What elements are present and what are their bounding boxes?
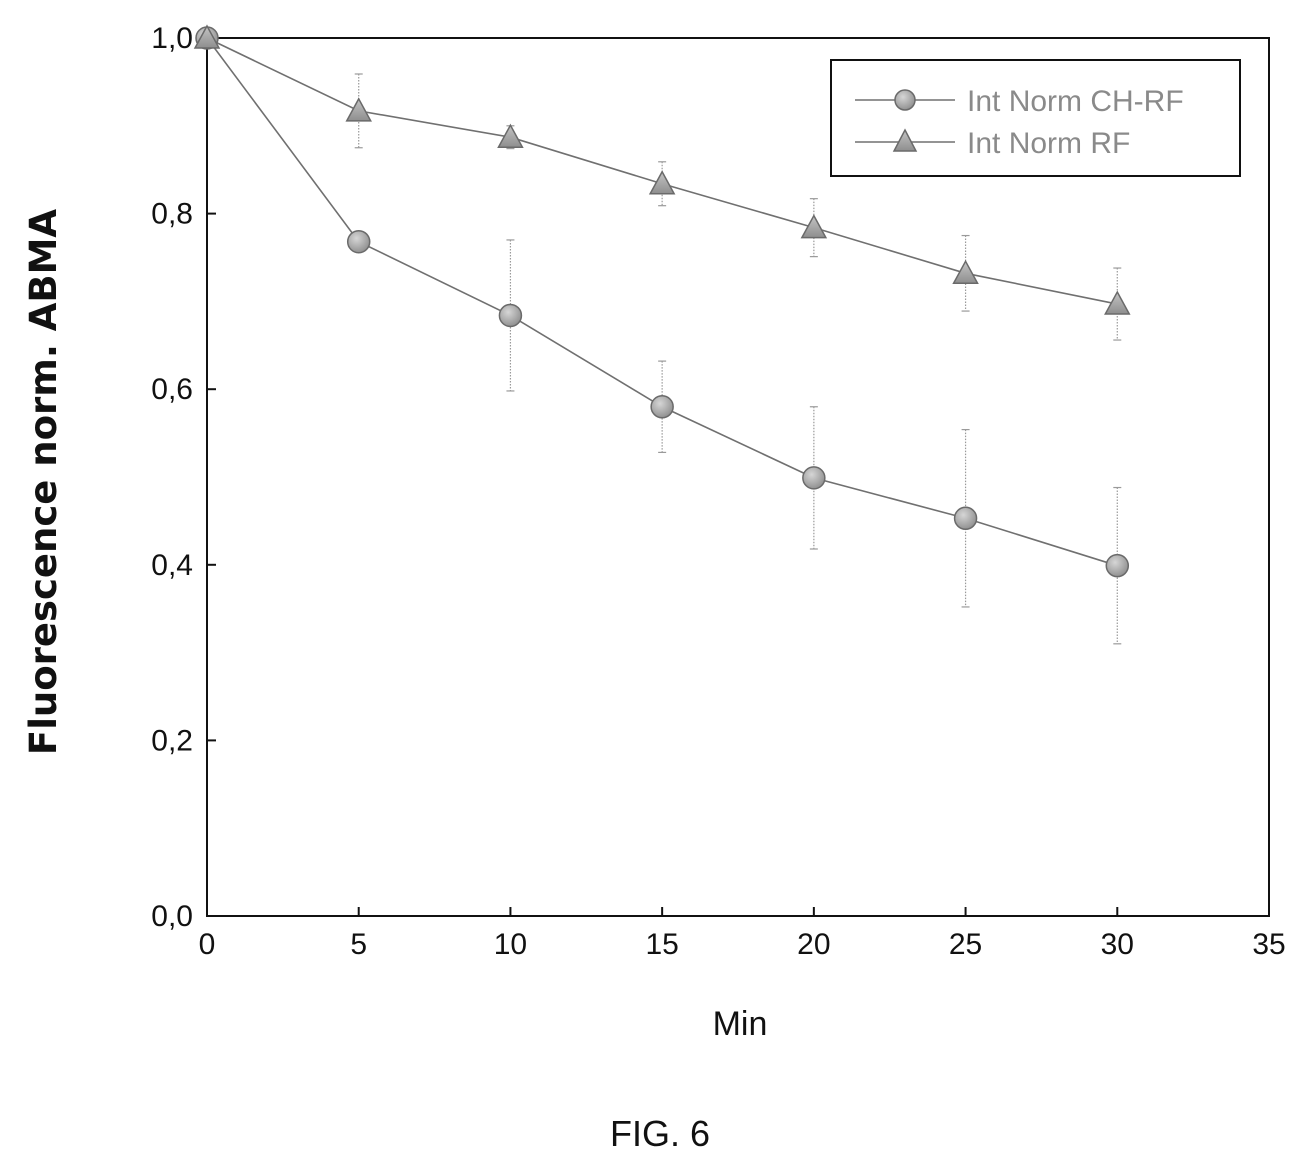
y-tick-label: 0,2 <box>151 724 193 757</box>
data-point-rf <box>800 214 828 239</box>
data-point-rf <box>1104 290 1131 315</box>
data-point-ch-rf <box>953 506 978 531</box>
x-tick-label: 0 <box>199 928 216 961</box>
x-axis-label: Min <box>713 1005 768 1043</box>
x-tick-label: 20 <box>797 928 830 961</box>
data-point-ch-rf <box>346 229 371 254</box>
x-tick-label: 25 <box>949 928 982 961</box>
legend-marker-triangle <box>892 128 918 152</box>
y-tick-label: 0,4 <box>151 549 193 582</box>
legend: Int Norm CH-RF Int Norm RF <box>830 59 1241 177</box>
legend-label-rf: Int Norm RF <box>967 127 1130 160</box>
data-point-rf <box>497 123 524 148</box>
data-point-rf <box>648 170 676 195</box>
data-point-ch-rf <box>650 395 674 419</box>
x-tick-label: 10 <box>494 928 527 961</box>
y-axis-label: Fluorescence norm. ABMA <box>22 209 65 756</box>
x-tick-label: 30 <box>1101 928 1134 961</box>
series-markers <box>193 24 1131 578</box>
data-point-ch-rf <box>802 466 826 490</box>
legend-label-ch-rf: Int Norm CH-RF <box>967 85 1184 118</box>
data-point-ch-rf <box>1105 553 1130 578</box>
y-tick-label: 1,0 <box>151 22 193 55</box>
x-tick-label: 5 <box>350 928 367 961</box>
x-axis-ticks: 0 5 10 15 20 25 30 35 <box>199 907 1286 961</box>
y-tick-label: 0,6 <box>151 373 193 406</box>
figure-caption: FIG. 6 <box>610 1113 710 1154</box>
y-axis-ticks: 0,0 0,2 0,4 0,6 0,8 1,0 <box>151 22 216 933</box>
data-point-ch-rf <box>498 303 523 328</box>
data-point-rf <box>952 259 979 285</box>
legend-box <box>830 59 1241 177</box>
legend-marker-circle <box>894 89 916 111</box>
x-tick-label: 35 <box>1252 928 1285 961</box>
x-tick-label: 15 <box>645 928 678 961</box>
plot-frame <box>206 37 1270 917</box>
data-point-rf <box>193 24 221 49</box>
data-point-rf <box>345 97 372 122</box>
y-tick-label: 0,0 <box>151 900 193 933</box>
y-tick-label: 0,8 <box>151 198 193 231</box>
